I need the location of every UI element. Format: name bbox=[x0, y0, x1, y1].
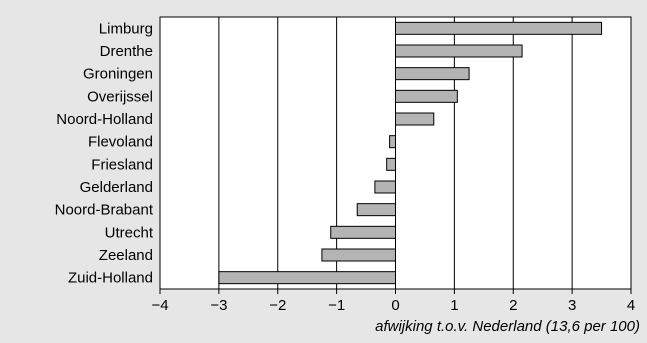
tick-label: 1 bbox=[450, 297, 458, 314]
category-label: Groningen bbox=[83, 66, 153, 83]
category-label: Flevoland bbox=[88, 134, 153, 151]
bars bbox=[218, 21, 603, 285]
bar-overijssel bbox=[395, 89, 458, 103]
category-label: Utrecht bbox=[105, 224, 154, 241]
tick-label: 3 bbox=[568, 297, 576, 314]
bar-zuid-holland bbox=[218, 271, 396, 285]
category-label: Gelderland bbox=[80, 179, 153, 196]
grid-lines bbox=[159, 16, 632, 290]
tick-label: 2 bbox=[509, 297, 517, 314]
tick-label: −3 bbox=[210, 297, 227, 314]
bar-drenthe bbox=[395, 44, 523, 58]
tick-label: −2 bbox=[269, 297, 286, 314]
category-label: Limburg bbox=[99, 20, 153, 37]
x-axis-ticks: −4 −3 −2 −1 0 1 2 3 4 bbox=[151, 289, 635, 314]
tick-label: −1 bbox=[328, 297, 345, 314]
bar-groningen bbox=[395, 67, 470, 81]
tick-label: −4 bbox=[151, 297, 168, 314]
tick-label: 0 bbox=[391, 297, 399, 314]
category-label: Zuid-Holland bbox=[68, 270, 153, 287]
tick-label: 4 bbox=[627, 297, 635, 314]
bar-limburg bbox=[395, 21, 603, 35]
category-label: Zeeland bbox=[99, 247, 153, 264]
category-label: Drenthe bbox=[100, 43, 153, 60]
bar-noord-holland bbox=[395, 112, 435, 126]
bar-utrecht bbox=[330, 225, 396, 239]
bar-noord-brabant bbox=[356, 203, 397, 217]
category-label: Noord-Holland bbox=[56, 111, 153, 128]
bar-gelderland bbox=[374, 180, 396, 194]
bar-friesland bbox=[386, 157, 397, 171]
category-labels: Limburg Drenthe Groningen Overijssel Noord-H… bbox=[55, 20, 154, 286]
category-label: Friesland bbox=[91, 156, 153, 173]
category-label: Noord-Brabant bbox=[55, 202, 154, 219]
bar-zeeland bbox=[321, 248, 396, 262]
x-axis-label: afwijking t.o.v. Nederland (13,6 per 100… bbox=[375, 318, 640, 335]
category-label: Overijssel bbox=[87, 88, 153, 105]
bar-flevoland bbox=[389, 135, 396, 149]
